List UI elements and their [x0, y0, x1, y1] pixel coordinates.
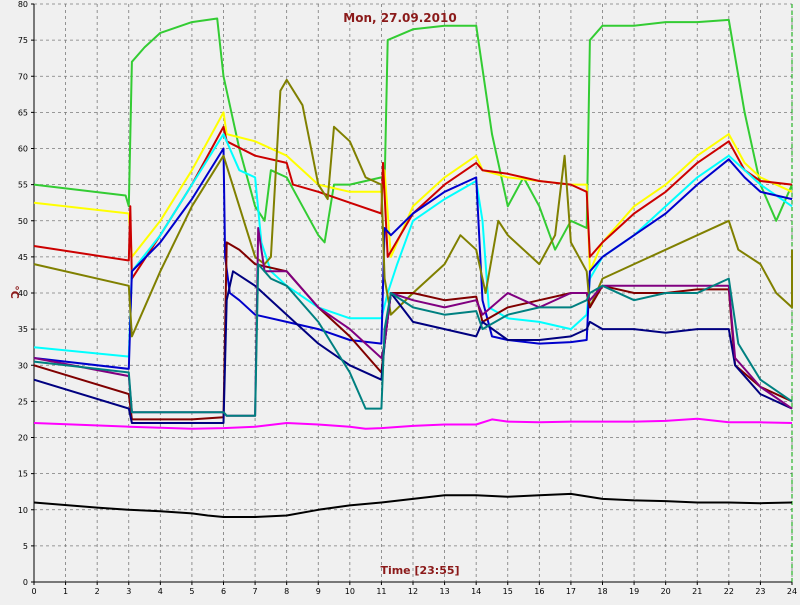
y-tick-label: 25 — [18, 397, 28, 406]
x-tick-label: 22 — [724, 587, 734, 596]
x-tick-label: 10 — [345, 587, 355, 596]
y-tick-label: 80 — [18, 0, 28, 9]
y-tick-labels: 0 5 10 15 20 25 30 35 40 45 50 55 60 65 70 75 80 — [18, 0, 28, 587]
y-tick-label: 15 — [18, 470, 28, 479]
y-tick-label: 60 — [18, 145, 28, 154]
x-tick-label: 7 — [253, 587, 258, 596]
x-tick-label: 14 — [471, 587, 481, 596]
y-tick-label: 50 — [18, 217, 28, 226]
x-tick-label: 2 — [95, 587, 100, 596]
chart-title: Mon, 27.09.2010 — [343, 11, 456, 25]
series-layer — [33, 17, 793, 518]
x-tick-label: 21 — [692, 587, 702, 596]
x-tick-label: 12 — [408, 587, 418, 596]
y-tick-label: 55 — [18, 181, 28, 190]
y-tick-label: 35 — [18, 325, 28, 334]
x-tick-label: 5 — [189, 587, 194, 596]
series-line-2 — [33, 111, 793, 273]
x-tick-label: 6 — [221, 587, 226, 596]
x-tick-label: 19 — [629, 587, 639, 596]
x-tick-label: 3 — [126, 587, 131, 596]
x-tick-label: 23 — [755, 587, 765, 596]
y-tick-label: 30 — [18, 361, 28, 370]
x-tick-label: 9 — [316, 587, 321, 596]
series-line-1 — [33, 17, 793, 251]
x-tick-label: 1 — [63, 587, 68, 596]
x-tick-label: 13 — [439, 587, 449, 596]
series-line-10 — [33, 263, 793, 417]
x-tick-label: 0 — [31, 587, 36, 596]
series-line-6 — [33, 78, 793, 338]
x-tick-label: 11 — [376, 587, 386, 596]
x-tick-label: 15 — [503, 587, 513, 596]
y-tick-label: 70 — [18, 72, 28, 81]
y-tick-label: 10 — [18, 506, 28, 515]
series-line-4 — [33, 133, 793, 358]
x-tick-label: 17 — [566, 587, 576, 596]
series-line-12 — [33, 492, 793, 518]
x-tick-label: 16 — [534, 587, 544, 596]
y-tick-label: 5 — [23, 542, 28, 551]
x-tick-label: 8 — [284, 587, 289, 596]
series-line-8 — [33, 270, 793, 424]
y-tick-label: 75 — [18, 36, 28, 45]
series-line-5 — [33, 147, 793, 370]
y-axis-label: °C — [8, 285, 21, 299]
y-tick-label: 0 — [23, 578, 28, 587]
x-tick-label: 20 — [661, 587, 671, 596]
y-tick-label: 65 — [18, 108, 28, 117]
x-tick-label: 18 — [597, 587, 607, 596]
x-tick-labels: 0 1 2 3 4 5 6 7 8 9 10 11 12 13 14 15 16 17 18 19 20 21 22 23 24 — [31, 587, 797, 596]
y-tick-label: 40 — [18, 289, 28, 298]
y-tick-label: 45 — [18, 253, 28, 262]
series-line-11 — [33, 417, 793, 430]
y-tick-label: 20 — [18, 434, 28, 443]
x-tick-label: 4 — [158, 587, 163, 596]
x-axis-label: Time [23:55] — [380, 564, 459, 577]
x-tick-label: 24 — [787, 587, 797, 596]
